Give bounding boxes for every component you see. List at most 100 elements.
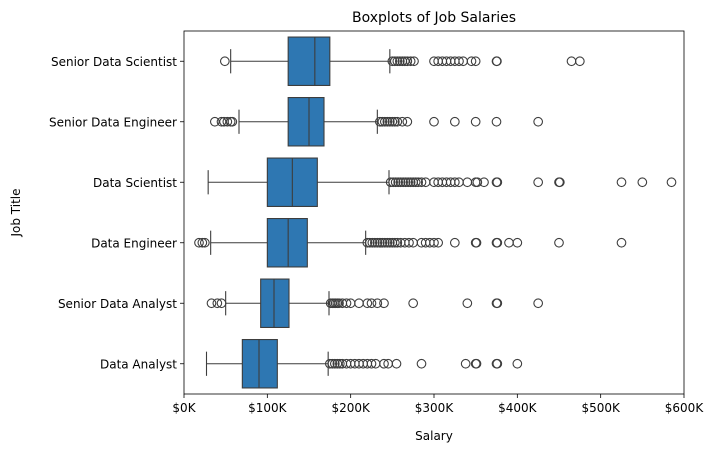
- outlier-point: [637, 177, 648, 188]
- outlier-point: [209, 116, 220, 127]
- outlier-point: [433, 237, 444, 248]
- outlier-point: [194, 237, 204, 248]
- outlier-point: [400, 177, 411, 188]
- outlier-point: [382, 237, 393, 248]
- outlier-point: [389, 116, 400, 127]
- x-tick-label: $100K: [248, 401, 288, 415]
- box-group: [194, 218, 627, 268]
- x-tick-label: $500K: [581, 401, 621, 415]
- outlier-point: [384, 237, 395, 248]
- outlier-point: [329, 358, 340, 369]
- outlier-point: [416, 177, 427, 188]
- outlier-point: [492, 177, 503, 188]
- outlier-point: [402, 56, 413, 67]
- outlier-point: [389, 237, 400, 248]
- outlier-point: [369, 237, 380, 248]
- outlier-point: [512, 237, 523, 248]
- outlier-point: [449, 237, 460, 248]
- outlier-point: [212, 298, 223, 309]
- outlier-point: [222, 116, 233, 127]
- outlier-point: [429, 116, 439, 127]
- outlier-point: [404, 237, 414, 248]
- outlier-point: [372, 237, 383, 248]
- outlier-point: [492, 237, 503, 248]
- outlier-point: [492, 298, 503, 309]
- iqr-box: [266, 218, 308, 268]
- outlier-point: [366, 358, 377, 369]
- outlier-point: [402, 116, 413, 127]
- outlier-point: [666, 177, 677, 188]
- outlier-point: [533, 177, 544, 188]
- outlier-point: [332, 358, 343, 369]
- outlier-point: [470, 116, 481, 127]
- outlier-point: [385, 177, 396, 188]
- outlier-point: [460, 358, 471, 369]
- outlier-point: [219, 56, 230, 67]
- outlier-point: [466, 56, 477, 67]
- y-tick-label: Data Scientist: [93, 176, 177, 190]
- outlier-point: [533, 298, 544, 309]
- outlier-point: [405, 56, 416, 67]
- plot-area: [194, 36, 677, 389]
- x-axis-label: Salary: [415, 429, 453, 443]
- y-tick-label: Senior Data Engineer: [49, 115, 177, 129]
- outlier-point: [397, 116, 408, 127]
- outlier-point: [504, 237, 514, 248]
- outlier-point: [492, 56, 502, 67]
- iqr-box: [287, 97, 325, 147]
- outlier-point: [398, 177, 409, 188]
- outlier-point: [574, 56, 585, 67]
- outlier-point: [449, 177, 460, 188]
- box-group: [207, 157, 677, 208]
- outlier-point: [462, 298, 473, 309]
- outlier-point: [470, 56, 481, 67]
- outlier-point: [377, 116, 388, 127]
- outlier-point: [366, 298, 377, 309]
- x-tick-label: $200K: [331, 401, 371, 415]
- outlier-point: [395, 177, 406, 188]
- outlier-point: [379, 237, 390, 248]
- outlier-point: [394, 56, 405, 67]
- outlier-point: [449, 116, 460, 127]
- x-tick-label: $600K: [665, 401, 705, 415]
- outlier-point: [387, 116, 398, 127]
- outlier-point: [616, 237, 627, 248]
- outlier-point: [409, 56, 419, 67]
- x-tick-label: $400K: [498, 401, 538, 415]
- outlier-point: [379, 116, 390, 127]
- outlier-point: [479, 177, 489, 188]
- outlier-point: [472, 177, 483, 188]
- outlier-point: [367, 237, 378, 248]
- outlier-point: [197, 237, 208, 248]
- outlier-point: [410, 177, 421, 188]
- outlier-point: [324, 358, 335, 369]
- outlier-point: [387, 56, 398, 67]
- outlier-point: [391, 358, 402, 369]
- outlier-point: [392, 56, 403, 67]
- outlier-point: [199, 237, 210, 248]
- outlier-point: [616, 177, 627, 188]
- outlier-point: [372, 298, 383, 309]
- outlier-point: [533, 116, 544, 127]
- outlier-point: [364, 237, 375, 248]
- outlier-point: [354, 298, 364, 309]
- outlier-point: [382, 116, 393, 127]
- outlier-point: [554, 177, 565, 188]
- outlier-point: [362, 298, 373, 309]
- outlier-point: [399, 56, 410, 67]
- outlier-point: [374, 237, 385, 248]
- outlier-point: [206, 298, 217, 309]
- outlier-point: [216, 298, 227, 309]
- chart-title: Boxplots of Job Salaries: [352, 10, 516, 26]
- outlier-point: [341, 298, 352, 309]
- outlier-point: [379, 298, 389, 309]
- outlier-point: [379, 358, 389, 369]
- y-tick-label: Senior Data Scientist: [51, 55, 177, 69]
- y-axis: Senior Data Scientist Senior Data Enginee…: [49, 55, 184, 371]
- outlier-point: [384, 116, 395, 127]
- outlier-point: [227, 116, 238, 127]
- iqr-box: [260, 278, 290, 328]
- y-tick-label: Data Analyst: [100, 357, 177, 371]
- outlier-point: [471, 358, 482, 369]
